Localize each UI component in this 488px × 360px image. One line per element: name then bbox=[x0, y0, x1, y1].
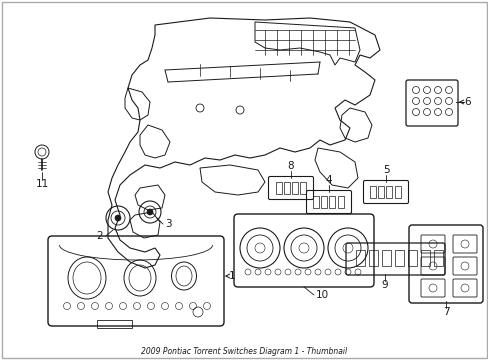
Circle shape bbox=[115, 215, 121, 221]
Bar bbox=[377, 186, 383, 198]
Bar bbox=[381, 250, 390, 266]
Bar bbox=[420, 250, 429, 266]
Bar bbox=[275, 182, 282, 194]
Text: 1: 1 bbox=[228, 271, 235, 281]
Text: 2: 2 bbox=[97, 231, 103, 241]
Bar bbox=[407, 250, 416, 266]
Bar bbox=[291, 182, 297, 194]
Bar bbox=[394, 250, 403, 266]
Text: 7: 7 bbox=[442, 307, 448, 317]
Bar bbox=[337, 196, 343, 208]
Bar bbox=[385, 186, 391, 198]
Bar bbox=[369, 186, 375, 198]
Text: 4: 4 bbox=[325, 175, 332, 185]
Text: 5: 5 bbox=[382, 165, 388, 175]
Bar bbox=[312, 196, 318, 208]
Bar bbox=[355, 250, 364, 266]
Text: 8: 8 bbox=[287, 161, 294, 171]
Text: 3: 3 bbox=[164, 219, 171, 229]
Circle shape bbox=[147, 209, 153, 215]
Bar bbox=[328, 196, 334, 208]
Bar bbox=[97, 320, 132, 328]
Bar bbox=[299, 182, 305, 194]
Bar bbox=[368, 250, 377, 266]
Bar bbox=[394, 186, 400, 198]
Bar bbox=[284, 182, 289, 194]
Text: 10: 10 bbox=[315, 290, 328, 300]
Text: 9: 9 bbox=[381, 280, 387, 290]
Text: 11: 11 bbox=[35, 179, 48, 189]
Text: 2009 Pontiac Torrent Switches Diagram 1 - Thumbnail: 2009 Pontiac Torrent Switches Diagram 1 … bbox=[141, 347, 347, 356]
Bar bbox=[433, 250, 442, 266]
Text: 6: 6 bbox=[464, 97, 470, 107]
Bar bbox=[320, 196, 326, 208]
